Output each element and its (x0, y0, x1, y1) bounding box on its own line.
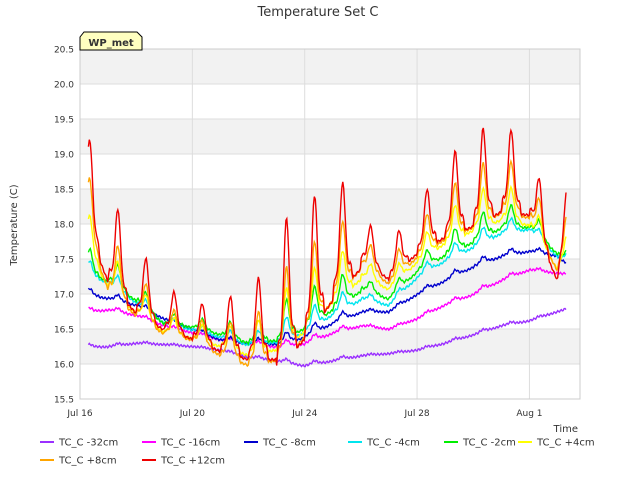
legend: TC_C -32cm TC_C -16cm TC_C -8cm TC_C -4cm TC… (40, 438, 595, 467)
x-tick-label: Jul 24 (291, 409, 317, 419)
x-axis-label: Time (553, 424, 578, 435)
series-line-tc-c-16cm (88, 266, 567, 350)
legend-label: TC_C +4cm (536, 438, 595, 449)
series-lines (87, 127, 567, 368)
y-tick-label: 18.0 (54, 221, 74, 231)
x-tick-label: Jul 28 (403, 409, 429, 419)
y-tick-label: 17.5 (54, 256, 74, 266)
plot-band (80, 49, 580, 84)
legend-label: TC_C +8cm (58, 456, 117, 467)
wp-met-label: WP_met (88, 38, 134, 49)
plot-band (80, 329, 580, 364)
series-line-tc-c-8cm (87, 246, 567, 348)
x-axis-ticks: Jul 16 Jul 20 Jul 24 Jul 28 Aug 1 (66, 409, 542, 419)
series-line-tc-c-8cm (87, 158, 567, 368)
legend-label: TC_C +12cm (160, 456, 225, 467)
legend-label: TC_C -2cm (462, 438, 516, 449)
legend-label: TC_C -16cm (160, 438, 220, 449)
y-axis-ticks: 15.5 16.0 16.5 17.0 17.5 18.0 18.5 19.0 19.5 20.0… (54, 46, 74, 406)
legend-label: TC_C -8cm (262, 438, 316, 449)
y-tick-label: 19.5 (54, 116, 74, 126)
plot-bands (80, 49, 580, 364)
y-tick-label: 17.0 (54, 291, 74, 301)
legend-label: TC_C -32cm (58, 438, 118, 449)
y-tick-label: 20.5 (54, 46, 74, 56)
x-tick-label: Aug 1 (516, 409, 542, 419)
plot-band (80, 119, 580, 154)
plot-frame (79, 48, 581, 400)
plot-band (80, 259, 580, 294)
y-tick-label: 16.0 (54, 361, 74, 371)
plot-band (80, 189, 580, 224)
series-line-tc-c-2cm (87, 203, 567, 346)
x-tick-label: Jul 16 (66, 409, 92, 419)
wp-met-badge: WP_met (79, 31, 143, 51)
y-tick-label: 15.5 (54, 396, 74, 406)
series-line-tc-c-12cm (87, 127, 567, 366)
legend-label: TC_C -4cm (366, 438, 420, 449)
y-tick-label: 16.5 (54, 326, 74, 336)
x-tick-label: Jul 20 (179, 409, 205, 419)
y-tick-label: 19.0 (54, 151, 74, 161)
y-axis-label: Temperature (C) (9, 184, 20, 266)
series-line-tc-c-32cm (87, 307, 567, 368)
chart-title: Temperature Set C (256, 5, 378, 20)
y-tick-label: 20.0 (54, 81, 74, 91)
y-tick-label: 18.5 (54, 186, 74, 196)
